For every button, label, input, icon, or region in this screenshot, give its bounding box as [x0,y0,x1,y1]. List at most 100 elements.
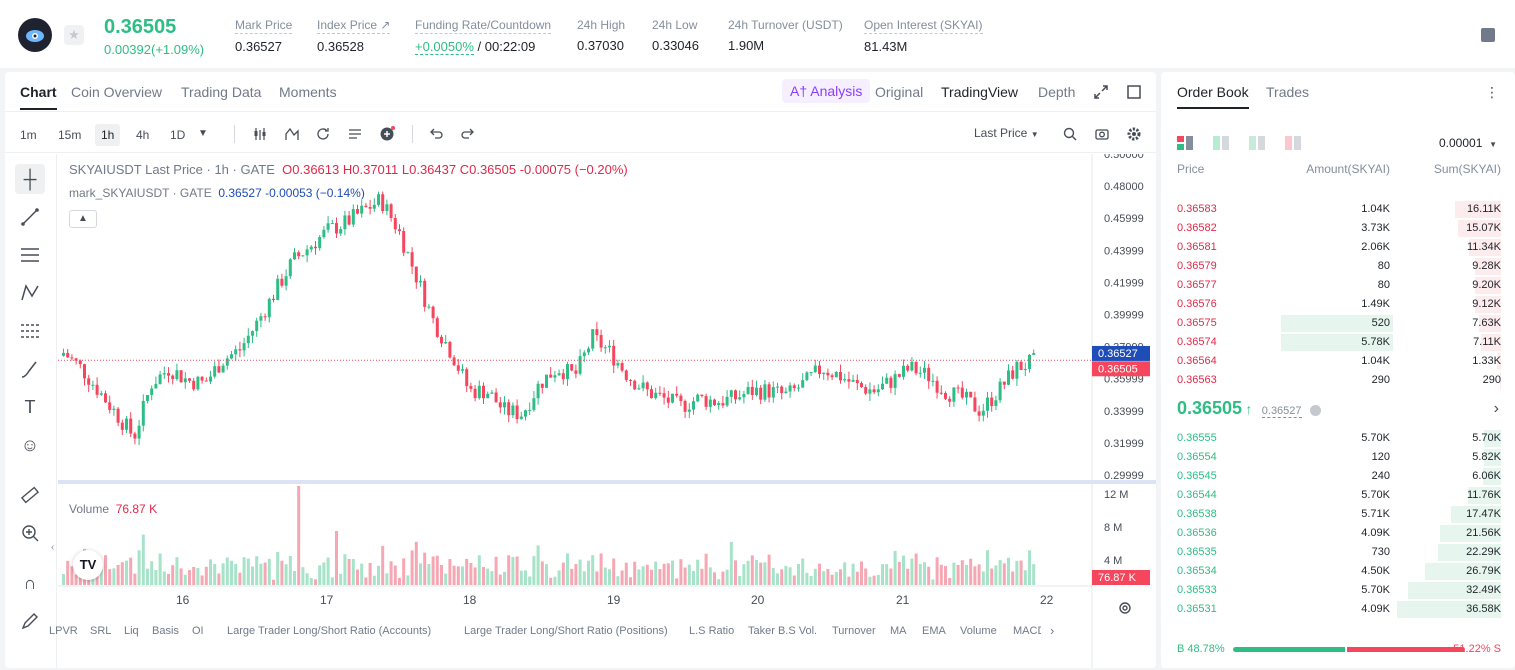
both-sides-mode-icon[interactable] [1177,136,1193,150]
text-tool-icon[interactable]: T [24,397,36,417]
timeframe-1m[interactable]: 1m [20,128,37,142]
pencil-icon[interactable] [15,606,45,636]
tab-trading-data[interactable]: Trading Data [181,84,262,100]
indicator-ls-positions[interactable]: Large Trader Long/Short Ratio (Positions… [464,625,668,637]
add-indicator-icon[interactable] [379,126,395,142]
view-tradingview[interactable]: TradingView [941,84,1019,100]
view-original[interactable]: Original [875,84,924,100]
bid-row[interactable]: 0.36554 120 5.82K [1161,448,1515,467]
timeframe-1d[interactable]: 1D [170,128,186,142]
indicator-macd[interactable]: MACD [1013,625,1041,637]
bid-row[interactable]: 0.36538 5.71K 17.47K [1161,505,1515,524]
price-chart[interactable]: 0.50000 0.48000 0.45999 0.43999 0.41999 0.399… [58,154,1156,668]
candle-body [393,218,397,230]
indicator-srl[interactable]: SRL [90,625,112,637]
mid-price-row[interactable]: 0.36505 ↑ 0.36527 [1177,398,1321,419]
indicator-oi[interactable]: OI [192,625,204,637]
stat-label[interactable]: Mark Price [235,18,293,34]
indicator-ma[interactable]: MA [890,625,907,637]
chevron-down-icon[interactable]: ▼ [198,128,208,139]
candle-type-icon[interactable] [252,126,268,142]
gear-icon[interactable] [1126,126,1142,142]
gear-icon[interactable] [1117,600,1133,616]
window-icon[interactable] [1127,85,1141,99]
bid-mode-icon[interactable] [1213,136,1229,150]
volume-bar [498,574,502,585]
tab-trades[interactable]: Trades [1266,84,1310,100]
trendline-icon[interactable] [15,202,45,232]
ask-row[interactable]: 0.36576 1.49K 9.12K [1161,295,1515,314]
chevron-right-icon[interactable]: › [1050,623,1055,638]
fib-icon[interactable] [15,316,45,346]
ask-row[interactable]: 0.36564 1.04K 1.33K [1161,352,1515,371]
guide-book-icon[interactable] [1481,28,1495,42]
bid-only-mode-icon[interactable] [1249,136,1265,150]
timeframe-1h[interactable]: 1h [95,124,121,146]
template-icon[interactable] [347,126,363,142]
tab-coin-overview[interactable]: Coin Overview [71,84,163,100]
indicator-volume[interactable]: Volume [960,625,997,637]
favorite-star-icon[interactable]: ★ [64,25,84,45]
ruler-icon[interactable] [15,480,45,510]
indicator-turnover[interactable]: Turnover [832,625,876,637]
bid-row[interactable]: 0.36535 730 22.29K [1161,543,1515,562]
ask-row[interactable]: 0.36574 5.78K 7.11K [1161,333,1515,352]
indicator-lpvr[interactable]: LPVR [49,625,78,637]
horizontal-lines-icon[interactable] [15,240,45,270]
camera-icon[interactable] [1094,126,1110,142]
indicator-ema[interactable]: EMA [922,625,946,637]
redo-icon[interactable] [460,126,476,142]
magnet-icon[interactable]: ∩ [23,573,37,593]
tab-order-book[interactable]: Order Book [1177,84,1249,109]
emoji-icon[interactable]: ☺ [20,435,40,455]
tab-moments[interactable]: Moments [279,84,337,100]
pattern-icon[interactable] [15,278,45,308]
bid-row[interactable]: 0.36555 5.70K 5.70K [1161,429,1515,448]
brush-icon[interactable] [15,354,45,384]
collapse-legend-button[interactable]: ▲ [69,210,97,228]
crosshair-icon[interactable]: ┼ [15,164,45,194]
ask-row[interactable]: 0.36575 520 7.63K [1161,314,1515,333]
refresh-icon[interactable] [315,126,331,142]
stat-label: 24h Low [652,18,698,32]
indicator-icon[interactable] [284,126,300,142]
indicator-liq[interactable]: Liq [124,625,139,637]
timeframe-4h[interactable]: 4h [136,128,150,142]
bid-row[interactable]: 0.36534 4.50K 26.79K [1161,562,1515,581]
stat-label[interactable]: Funding Rate/Countdown [415,18,552,34]
bid-row[interactable]: 0.36545 240 6.06K [1161,467,1515,486]
chevron-left-icon[interactable]: ‹ [51,542,55,553]
bid-row[interactable]: 0.36544 5.70K 11.76K [1161,486,1515,505]
indicator-ls-ratio[interactable]: L.S Ratio [689,625,735,637]
chevron-right-icon[interactable]: › [1493,400,1499,417]
ai-analysis-button[interactable]: A† Analysis [782,79,871,103]
stat-label[interactable]: Index Price ↗ [317,18,391,34]
ask-row[interactable]: 0.36579 80 9.28K [1161,257,1515,276]
indicator-ls-accounts[interactable]: Large Trader Long/Short Ratio (Accounts) [227,625,432,637]
view-depth[interactable]: Depth [1038,84,1076,100]
undo-icon[interactable] [428,126,444,142]
tab-chart[interactable]: Chart [20,84,57,110]
timeframe-15m[interactable]: 15m [58,128,82,142]
search-icon[interactable] [1062,126,1078,142]
zoom-in-icon[interactable] [15,518,45,548]
precision-select[interactable]: 0.00001 ▼ [1439,136,1497,150]
indicator-taker-vol[interactable]: Taker B.S Vol. [748,625,818,637]
bid-row[interactable]: 0.36531 4.09K 36.58K [1161,600,1515,619]
bid-row[interactable]: 0.36536 4.09K 21.56K [1161,524,1515,543]
tradingview-logo[interactable]: TV [73,550,103,580]
more-options-icon[interactable]: ⋮ [1485,84,1499,100]
indicator-basis[interactable]: Basis [152,625,179,637]
price-source-select[interactable]: Last Price ▼ [974,126,1039,140]
ask-row[interactable]: 0.36577 80 9.20K [1161,276,1515,295]
expand-icon[interactable] [1094,85,1108,99]
stat-label[interactable]: Open Interest (SKYAI) [864,18,983,34]
ask-mode-icon[interactable] [1285,136,1301,150]
ask-row[interactable]: 0.36583 1.04K 16.11K [1161,200,1515,219]
ask-row[interactable]: 0.36581 2.06K 11.34K [1161,238,1515,257]
time-tick: 20 [751,593,765,607]
ask-row[interactable]: 0.36582 3.73K 15.07K [1161,219,1515,238]
stat-value: 0.36528 [317,39,364,54]
ask-row[interactable]: 0.36563 290 290 [1161,371,1515,390]
bid-row[interactable]: 0.36533 5.70K 32.49K [1161,581,1515,600]
